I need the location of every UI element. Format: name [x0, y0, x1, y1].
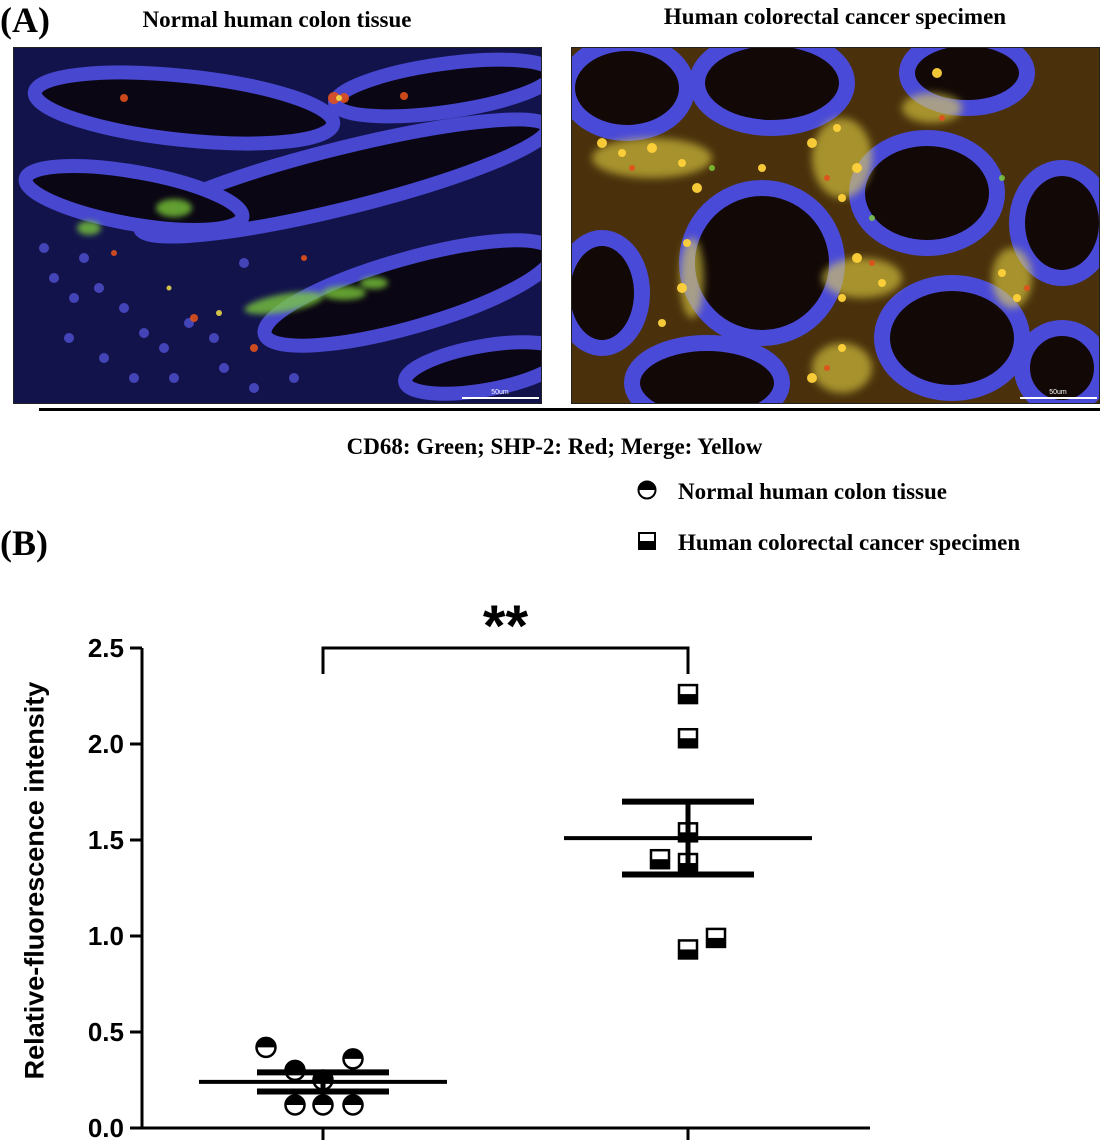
staining-caption: CD68: Green; SHP-2: Red; Merge: Yellow	[346, 434, 763, 459]
normal-tissue-micrograph: 50um	[13, 47, 542, 404]
data-point-cancer	[705, 927, 727, 949]
data-point-normal	[342, 1094, 364, 1116]
data-point-cancer	[677, 939, 699, 960]
data-point-normal	[255, 1036, 277, 1059]
y-tick-label: 2.5	[88, 633, 124, 663]
panel-b-label: (B)	[0, 523, 48, 563]
panel-a-label: (A)	[0, 0, 50, 40]
data-point-normal	[312, 1094, 334, 1116]
data-point-normal	[284, 1094, 306, 1116]
y-tick-label: 0.5	[88, 1017, 124, 1047]
legend-label-normal: Normal human colon tissue	[678, 479, 947, 504]
cancer-specimen-title: Human colorectal cancer specimen	[663, 4, 1007, 29]
data-point-cancer	[677, 683, 699, 705]
legend-label-cancer: Human colorectal cancer specimen	[678, 530, 1021, 555]
significance-bracket	[321, 646, 690, 674]
scale-bar-label-right: 50um	[1049, 389, 1067, 396]
y-tick-label: 2.0	[88, 729, 124, 759]
scatter-chart: 0.0 0.5 1.0 1.5 2.0 2.5 **	[88, 594, 870, 1143]
data-point-cancer	[677, 727, 699, 749]
data-point-cancer	[649, 848, 671, 870]
scale-bar-label-left: 50um	[491, 389, 509, 396]
legend-item-normal: Normal human colon tissue	[636, 477, 1020, 507]
normal-tissue-title: Normal human colon tissue	[142, 7, 412, 32]
y-tick-label: 1.0	[88, 921, 124, 951]
cancer-specimen-micrograph: 50um	[571, 47, 1100, 404]
panel-divider	[39, 408, 1100, 411]
half-filled-square-icon	[636, 530, 658, 557]
data-point-normal	[342, 1048, 364, 1070]
legend-item-cancer: Human colorectal cancer specimen	[636, 528, 1020, 558]
half-filled-circle-icon	[636, 479, 658, 506]
y-tick-label: 1.5	[88, 825, 124, 855]
significance-label: **	[483, 594, 529, 659]
chart-legend: Normal human colon tissue Human colorect…	[636, 477, 1020, 558]
y-tick-label: 0.0	[88, 1113, 124, 1143]
